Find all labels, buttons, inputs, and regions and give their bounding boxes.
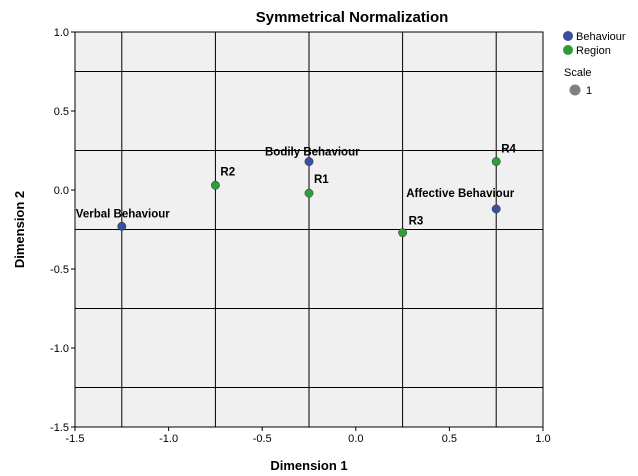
point-region-3 <box>491 157 501 166</box>
chart-title: Symmetrical Normalization <box>256 9 449 26</box>
point-label-behaviour-1: Verbal Behaviour <box>76 208 170 220</box>
point-region-0 <box>304 188 314 198</box>
y-tick-label-4: -1.0 <box>50 343 69 355</box>
point-label-behaviour-0: Bodily Behaviour <box>265 147 360 159</box>
point-label-region-1: R2 <box>220 166 235 178</box>
x-axis-label: Dimension 1 <box>270 458 347 473</box>
point-label-region-2: R3 <box>409 216 424 228</box>
legend-scale-marker <box>569 84 581 96</box>
y-axis-label: Dimension 2 <box>12 191 27 268</box>
y-tick-label-5: -1.5 <box>50 422 69 434</box>
reference-lines <box>75 32 543 427</box>
legend-marker-behaviour <box>563 31 573 41</box>
point-behaviour-0 <box>304 157 314 166</box>
data-points <box>117 157 501 238</box>
point-behaviour-2 <box>491 204 501 214</box>
legend-marker-region <box>563 45 573 55</box>
x-tick-label-0: -1.5 <box>66 433 85 445</box>
x-tick-label-2: -0.5 <box>253 433 272 445</box>
x-tick-label-3: 0.0 <box>348 433 363 445</box>
point-behaviour-1 <box>117 221 127 231</box>
legend-scale-value: 1 <box>586 85 592 97</box>
legend-label-behaviour: Behaviour <box>576 31 626 43</box>
x-tick-label-1: -1.0 <box>159 433 178 445</box>
x-tick-label-5: 1.0 <box>535 433 550 445</box>
x-tick-label-4: 0.5 <box>442 433 457 445</box>
y-tick-label-1: 0.5 <box>54 106 69 118</box>
point-region-2 <box>398 228 407 238</box>
point-label-region-0: R1 <box>314 174 329 186</box>
point-label-behaviour-2: Affective Behaviour <box>406 188 515 200</box>
y-tick-label-2: 0.0 <box>54 185 69 197</box>
point-labels: Bodily Behaviour Verbal Behaviour Affectiv… <box>76 144 517 228</box>
y-tick-label-3: -0.5 <box>50 264 69 276</box>
y-tick-label-0: 1.0 <box>54 27 69 39</box>
axis-ticks: -1.5 -1.0 -0.5 0.0 0.5 1.0 1.0 0.5 0.0 -0.5 -1.0 -1… <box>50 27 551 445</box>
legend: Behaviour Region Scale 1 <box>563 31 626 97</box>
legend-label-region: Region <box>576 45 611 57</box>
legend-scale-title: Scale <box>564 67 592 79</box>
point-region-1 <box>210 180 220 190</box>
point-label-region-3: R4 <box>501 144 516 156</box>
